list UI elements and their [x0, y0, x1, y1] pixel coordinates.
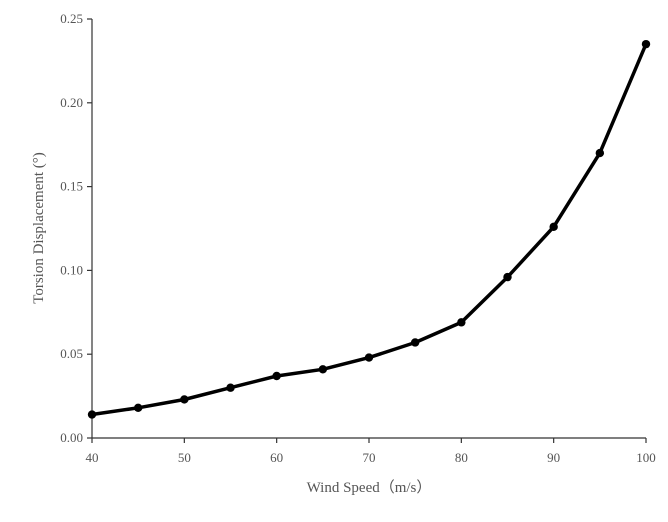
y-tick-label: 0.15	[60, 179, 83, 194]
y-tick-label: 0.00	[60, 430, 83, 445]
y-tick-label: 0.20	[60, 95, 83, 110]
y-tick-label: 0.10	[60, 262, 83, 277]
x-tick-label: 40	[86, 450, 99, 465]
x-tick-label: 60	[270, 450, 283, 465]
data-point	[457, 318, 466, 327]
data-point	[410, 338, 420, 347]
y-ticks: 0.00 0.05 0.10 0.15 0.20 0.25	[60, 11, 92, 445]
data-point	[180, 395, 189, 404]
x-tick-label: 50	[178, 450, 191, 465]
data-point	[272, 371, 281, 381]
x-axis-title: Wind Speed（m/s）	[307, 479, 432, 496]
x-ticks: 40 50 60 70 80 90 100	[86, 438, 656, 465]
data-point	[641, 39, 651, 49]
data-point	[503, 272, 512, 282]
x-tick-label: 70	[363, 450, 376, 465]
axes	[91, 19, 646, 439]
x-tick-label: 100	[636, 450, 656, 465]
data-point	[318, 365, 328, 374]
data-point	[226, 383, 235, 392]
data-point	[364, 353, 374, 362]
x-tick-label: 90	[547, 450, 560, 465]
data-point	[133, 403, 143, 413]
data-point	[595, 148, 605, 158]
y-axis-title: Torsion Displacement (°)	[31, 152, 47, 304]
y-tick-label: 0.25	[60, 11, 83, 26]
data-point	[549, 222, 558, 232]
y-tick-label: 0.05	[60, 346, 83, 361]
x-tick-label: 80	[455, 450, 468, 465]
series-group	[87, 39, 651, 419]
data-point	[87, 410, 97, 419]
